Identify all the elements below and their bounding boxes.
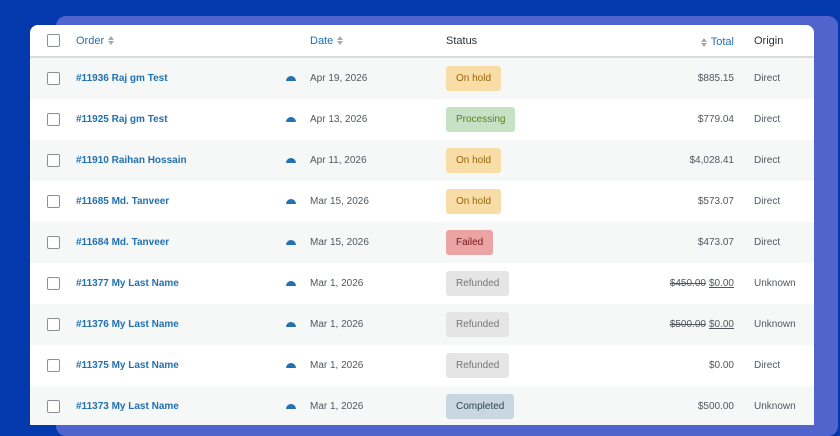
row-checkbox[interactable] xyxy=(46,195,60,208)
sort-icon xyxy=(337,36,344,45)
current-total: $0.00 xyxy=(708,360,734,371)
current-total: $885.15 xyxy=(697,73,734,84)
preview-eye-icon[interactable] xyxy=(285,404,296,409)
current-total: $779.04 xyxy=(697,114,734,125)
status-badge: Failed xyxy=(446,230,494,255)
preview-eye-icon[interactable] xyxy=(285,158,296,163)
status-badge: Processing xyxy=(446,107,516,132)
table-row[interactable]: #11910 Raihan Hossain Apr 11, 2026 On ho… xyxy=(30,140,814,181)
order-date: Apr 13, 2026 xyxy=(310,114,368,125)
current-total: $0.00 xyxy=(708,319,734,330)
row-checkbox[interactable] xyxy=(46,236,60,249)
total-header-label: Total xyxy=(710,36,734,49)
status-badge: Refunded xyxy=(446,312,510,337)
order-total: $500.00 $0.00 xyxy=(636,319,734,330)
preview-eye-icon[interactable] xyxy=(285,199,296,204)
status-badge: On hold xyxy=(446,66,502,91)
row-checkbox[interactable] xyxy=(46,113,60,126)
order-link[interactable]: #11925 Raj gm Test xyxy=(76,114,168,125)
select-all-checkbox[interactable] xyxy=(46,34,60,47)
order-origin: Direct xyxy=(754,155,781,166)
status-column-header: Status xyxy=(446,34,478,47)
order-link[interactable]: #11377 My Last Name xyxy=(76,278,179,289)
table-row[interactable]: #11373 My Last Name Mar 1, 2026 Complete… xyxy=(30,386,814,425)
order-date: Mar 15, 2026 xyxy=(310,237,369,248)
status-badge: On hold xyxy=(446,148,502,173)
current-total: $0.00 xyxy=(708,278,734,289)
current-total: $4,028.41 xyxy=(689,155,735,166)
order-origin: Direct xyxy=(754,73,781,84)
table-row[interactable]: #11685 Md. Tanveer Mar 15, 2026 On hold … xyxy=(30,181,814,222)
order-origin: Unknown xyxy=(754,319,796,330)
order-total: $573.07 xyxy=(636,196,734,207)
row-checkbox[interactable] xyxy=(46,359,60,372)
order-origin: Direct xyxy=(754,114,781,125)
order-link[interactable]: #11375 My Last Name xyxy=(76,360,179,371)
preview-eye-icon[interactable] xyxy=(285,363,296,368)
order-origin: Direct xyxy=(754,196,781,207)
origin-column-header: Origin xyxy=(754,34,784,47)
order-link[interactable]: #11685 Md. Tanveer xyxy=(76,196,170,207)
original-total: $450.00 xyxy=(669,278,706,289)
row-checkbox[interactable] xyxy=(46,277,60,290)
row-checkbox[interactable] xyxy=(46,318,60,331)
table-body: #11936 Raj gm Test Apr 19, 2026 On hold … xyxy=(30,58,814,425)
table-row[interactable]: #11377 My Last Name Mar 1, 2026 Refunded… xyxy=(30,263,814,304)
status-badge: Completed xyxy=(446,394,515,419)
table-header: Order Date Status Total Origin xyxy=(30,25,814,58)
order-total: $473.07 xyxy=(636,237,734,248)
original-total: $500.00 xyxy=(669,319,706,330)
select-all-cell xyxy=(30,34,76,47)
order-total: $779.04 xyxy=(636,114,734,125)
date-header-label: Date xyxy=(310,34,334,47)
order-origin: Unknown xyxy=(754,278,796,289)
order-link[interactable]: #11936 Raj gm Test xyxy=(76,73,168,84)
date-column-header[interactable]: Date xyxy=(310,35,446,47)
preview-eye-icon[interactable] xyxy=(285,76,296,81)
table-row[interactable]: #11376 My Last Name Mar 1, 2026 Refunded… xyxy=(30,304,814,345)
order-origin: Direct xyxy=(754,360,781,371)
preview-eye-icon[interactable] xyxy=(285,117,296,122)
order-date: Mar 1, 2026 xyxy=(310,278,364,289)
sort-icon xyxy=(108,36,115,45)
order-total: $450.00 $0.00 xyxy=(636,278,734,289)
current-total: $573.07 xyxy=(697,196,734,207)
table-row[interactable]: #11684 Md. Tanveer Mar 15, 2026 Failed $… xyxy=(30,222,814,263)
order-total: $4,028.41 xyxy=(636,155,735,166)
order-date: Mar 1, 2026 xyxy=(310,319,364,330)
order-origin: Direct xyxy=(754,237,781,248)
current-total: $473.07 xyxy=(697,237,734,248)
order-column-header[interactable]: Order xyxy=(76,35,271,47)
order-link[interactable]: #11684 Md. Tanveer xyxy=(76,237,170,248)
order-total: $885.15 xyxy=(636,73,734,84)
total-column-header[interactable]: Total xyxy=(636,33,734,49)
order-date: Apr 11, 2026 xyxy=(310,155,367,166)
order-total: $500.00 xyxy=(636,401,734,412)
current-total: $500.00 xyxy=(697,401,734,412)
status-badge: Refunded xyxy=(446,271,510,296)
order-link[interactable]: #11910 Raihan Hossain xyxy=(76,155,187,166)
status-badge: Refunded xyxy=(446,353,510,378)
orders-table: Order Date Status Total Origin #11936 Ra… xyxy=(30,25,814,425)
order-origin: Unknown xyxy=(754,401,796,412)
order-date: Mar 1, 2026 xyxy=(310,360,364,371)
order-header-label: Order xyxy=(76,34,105,47)
order-date: Apr 19, 2026 xyxy=(310,73,368,84)
order-date: Mar 1, 2026 xyxy=(310,401,364,412)
row-checkbox[interactable] xyxy=(46,72,60,85)
preview-eye-icon[interactable] xyxy=(285,322,296,327)
order-link[interactable]: #11373 My Last Name xyxy=(76,401,179,412)
order-link[interactable]: #11376 My Last Name xyxy=(76,319,179,330)
preview-eye-icon[interactable] xyxy=(285,240,296,245)
table-row[interactable]: #11375 My Last Name Mar 1, 2026 Refunded… xyxy=(30,345,814,386)
status-badge: On hold xyxy=(446,189,502,214)
table-row[interactable]: #11925 Raj gm Test Apr 13, 2026 Processi… xyxy=(30,99,814,140)
order-date: Mar 15, 2026 xyxy=(310,196,369,207)
table-row[interactable]: #11936 Raj gm Test Apr 19, 2026 On hold … xyxy=(30,58,814,99)
order-total: $0.00 xyxy=(636,360,734,371)
preview-eye-icon[interactable] xyxy=(285,281,296,286)
sort-icon xyxy=(700,37,707,47)
row-checkbox[interactable] xyxy=(46,154,60,167)
row-checkbox[interactable] xyxy=(46,400,60,413)
